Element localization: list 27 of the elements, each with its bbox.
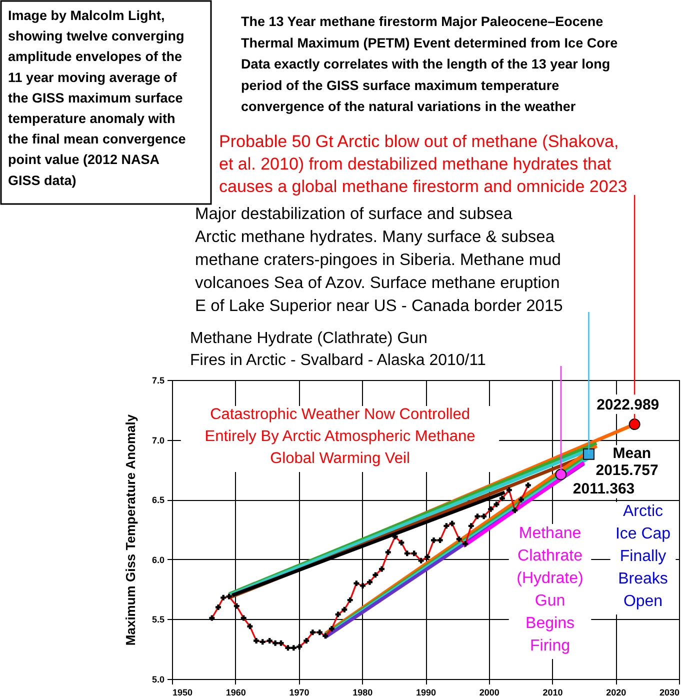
x-tick-label: 1980 bbox=[352, 688, 373, 698]
x-tick-label: 1960 bbox=[226, 688, 246, 698]
x-tick-label: 1950 bbox=[172, 688, 193, 698]
text: Image by Malcolm Light, showing twelve converging amplitude envelopes of the 11 year moving average of the GISS maximum surface temperature anomaly with the final mean convergence point value (2012 NASA GISS data) bbox=[8, 8, 186, 188]
annotation: Methane Clathrate (Hydrate) Gun Begins Firing bbox=[516, 525, 584, 654]
y-tick-label: 5.0 bbox=[152, 674, 164, 684]
x-tick-label: 2030 bbox=[659, 688, 680, 698]
text: Major destabilization of surface and subsea Arctic methane hydrates. Many surface & subsea methane craters-pingoes in Siberia. Methane mud volcanoes Sea of Azov. Surface methane eruption E of Lake Superior near US - Canada border 2015 bbox=[195, 205, 563, 315]
y-axis-title: Maximum Giss Temperature Anomaly bbox=[122, 414, 138, 646]
annotation: Catastrophic Weather Now Controlled Entirely By Arctic Atmospheric Methane Global Warming Veil bbox=[204, 406, 476, 467]
y-tick-label: 7.0 bbox=[152, 435, 164, 446]
y-tick-label: 6.5 bbox=[152, 495, 164, 506]
annotation: Mean 2015.757 bbox=[596, 445, 658, 480]
x-tick-label: 2020 bbox=[606, 688, 626, 698]
annotation: 2022.989 bbox=[596, 396, 660, 414]
x-tick-label: 2010 bbox=[542, 688, 563, 698]
y-tick-label: 7.5 bbox=[152, 376, 164, 386]
text: Probable 50 Gt Arctic blow out of methane (Shakova, et al. 2010) from destabilized methane hydrates that causes a global methane firestorm and omnicide 2023 bbox=[219, 132, 628, 196]
y-tick-label: 5.5 bbox=[152, 614, 164, 625]
y-tick-label: 6.0 bbox=[152, 554, 164, 565]
x-tick-label: 1990 bbox=[416, 688, 436, 698]
chart-title: The 13 Year methane firestorm Major Paleocene–Eocene Thermal Maximum (PETM) Event determined from Ice Core Data exactly correlates with the length of the 13 year long period of the GISS surface maximum temperature convergence of the natural variations in the weather bbox=[241, 14, 618, 114]
annotation: 2011.363 bbox=[572, 480, 635, 498]
text: Methane Hydrate (Clathrate) Gun Fires in Arctic - Svalbard - Alaska 2010/11 bbox=[190, 330, 486, 369]
x-tick-label: 1970 bbox=[289, 688, 310, 698]
annotation: Arctic Ice Cap Finally Breaks Open bbox=[615, 503, 671, 610]
x-tick-label: 2000 bbox=[479, 688, 500, 698]
